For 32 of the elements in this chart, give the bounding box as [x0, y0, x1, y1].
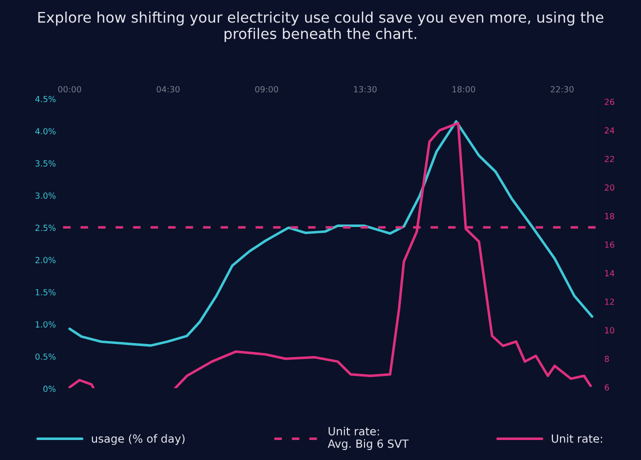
y2-tick-label: 26: [604, 98, 614, 106]
y-tick-label: 3.5%: [36, 160, 56, 167]
y-tick-label: 1.5%: [36, 289, 56, 296]
y2-tick-label: 10: [605, 327, 614, 334]
y2-tick-label: 24: [604, 127, 614, 134]
y2-tick-label: 20: [604, 184, 614, 191]
x-tick-label: 18:00: [452, 86, 476, 92]
y2-tick-label: 6: [604, 384, 609, 391]
y2-tick-label: 18: [605, 212, 614, 220]
x-tick-label: 22:30: [550, 86, 574, 92]
y2-tick-label: 16: [605, 241, 614, 248]
y2-tick-label: 12: [605, 298, 614, 305]
y-tick-label: 2.5%: [35, 224, 56, 231]
y2-tick-label: 14: [605, 270, 614, 276]
y-tick-label: 0.5%: [35, 353, 56, 360]
y2-tick-label: 8: [604, 356, 609, 362]
legend-label: usage (% of day): [92, 434, 185, 445]
y-tick-label: 1.0%: [36, 321, 56, 328]
y-tick-label: 4.0%: [35, 128, 56, 134]
legend-label: Unit rate: Avg. Big 6 SVT: [328, 426, 409, 450]
x-tick-label: 04:30: [156, 86, 180, 92]
y-tick-label: 0%: [43, 386, 56, 392]
legend-label: Unit rate:: [552, 434, 602, 443]
x-tick-label: 13:30: [354, 86, 377, 92]
x-tick-label: 00:00: [58, 86, 82, 92]
y-tick-label: 2.0%: [35, 256, 56, 264]
x-tick-label: 09:00: [255, 86, 278, 92]
y2-tick-label: 22: [604, 156, 614, 162]
y-tick-label: 3.0%: [36, 192, 56, 199]
chart-title: Explore how shifting your electricity use could save you even more, using the profiles beneath the chart.: [38, 12, 604, 42]
line-series: [68, 120, 594, 347]
y-tick-label: 4.5%: [35, 96, 56, 102]
